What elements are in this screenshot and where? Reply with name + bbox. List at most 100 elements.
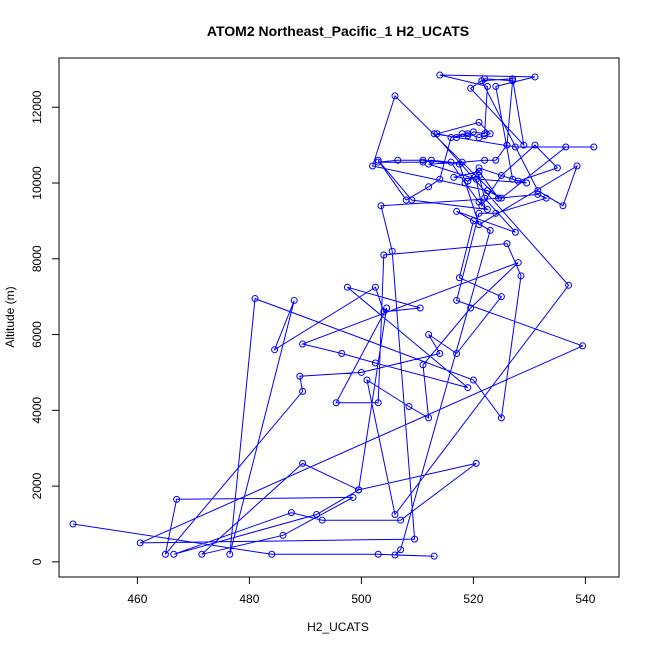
data-point [374, 158, 382, 166]
data-point [559, 202, 567, 210]
data-point [492, 209, 500, 217]
data-point [198, 550, 206, 558]
data-point [483, 187, 491, 195]
x-tick-label: 540 [575, 592, 595, 606]
data-point [397, 516, 405, 524]
x-axis: 460 480 500 520 540 [127, 577, 596, 606]
data-point [313, 510, 321, 518]
data-point [531, 141, 539, 149]
data-point [453, 296, 461, 304]
data-point [374, 550, 382, 558]
data-point [497, 414, 505, 422]
data-point [455, 274, 463, 282]
y-axis: 0 2000 4000 6000 8000 10000 12000 [30, 90, 59, 565]
data-point [383, 304, 391, 312]
data-point [397, 546, 405, 554]
data-point [391, 92, 399, 100]
data-point [377, 202, 385, 210]
y-tick-label: 6000 [30, 321, 44, 348]
y-tick-label: 12000 [30, 90, 44, 124]
data-point [290, 296, 298, 304]
data-point [469, 376, 477, 384]
data-point [433, 130, 441, 138]
data-point [481, 194, 489, 202]
data-point [388, 247, 396, 255]
data-point [299, 459, 307, 467]
data-point [419, 361, 427, 369]
data-point [509, 175, 517, 183]
data-point [349, 493, 357, 501]
data-point [173, 495, 181, 503]
data-point [517, 272, 525, 280]
data-point [497, 194, 505, 202]
data-point [380, 251, 388, 259]
data-point [478, 77, 486, 85]
data-point [590, 143, 598, 151]
data-point [226, 550, 234, 558]
data-point [363, 376, 371, 384]
data-point [562, 143, 570, 151]
y-tick-label: 8000 [30, 245, 44, 272]
data-point [391, 551, 399, 559]
data-point [520, 141, 528, 149]
data-point [374, 399, 382, 407]
data-point [495, 194, 503, 202]
y-tick-label: 2000 [30, 472, 44, 499]
data-point [481, 130, 489, 138]
data-point [287, 509, 295, 517]
data-point [268, 550, 276, 558]
data-point [405, 403, 413, 411]
data-point [514, 259, 522, 267]
data-point [475, 209, 483, 217]
y-tick-label: 10000 [30, 166, 44, 200]
data-point [271, 346, 279, 354]
data-point [318, 516, 326, 524]
data-point [461, 179, 469, 187]
data-point [509, 77, 517, 85]
data-point [430, 552, 438, 560]
data-point [573, 162, 581, 170]
data-point [542, 194, 550, 202]
data-point [391, 510, 399, 518]
data-point [453, 207, 461, 215]
data-point [483, 82, 491, 90]
data-point [579, 342, 587, 350]
data-point [531, 73, 539, 81]
data-point [251, 295, 259, 303]
data-point [467, 304, 475, 312]
data-point [374, 156, 382, 164]
data-point [430, 130, 438, 138]
y-axis-label: Altitude (m) [3, 286, 17, 347]
data-point [299, 340, 307, 348]
data-point [469, 217, 477, 225]
data-point [492, 82, 500, 90]
x-axis-label: H2_UCATS [307, 620, 369, 634]
series-points [69, 71, 598, 560]
data-point [357, 368, 365, 376]
data-point [483, 206, 491, 214]
series-line [72, 74, 594, 557]
data-point [402, 196, 410, 204]
data-point [425, 183, 433, 191]
data-point [503, 240, 511, 248]
data-point [497, 293, 505, 301]
x-tick-label: 480 [239, 592, 259, 606]
data-point [299, 387, 307, 395]
data-point [523, 179, 531, 187]
data-point [509, 75, 517, 83]
x-tick-label: 460 [127, 592, 147, 606]
data-point [450, 173, 458, 181]
data-point [332, 399, 340, 407]
data-point [475, 198, 483, 206]
data-point [511, 143, 519, 151]
data-point [436, 71, 444, 79]
data-point [436, 175, 444, 183]
data-point [472, 175, 480, 183]
data-point [481, 156, 489, 164]
data-point [453, 134, 461, 142]
data-point [425, 414, 433, 422]
data-point [425, 331, 433, 339]
data-point [472, 459, 480, 467]
data-point [419, 156, 427, 164]
